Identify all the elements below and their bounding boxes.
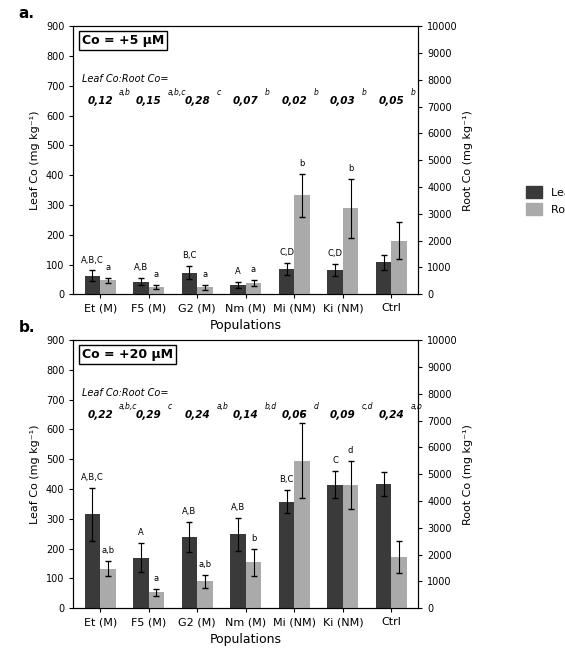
Text: A,B,C: A,B,C xyxy=(81,473,104,481)
Bar xyxy=(100,568,116,608)
Text: a: a xyxy=(105,264,111,272)
Bar xyxy=(182,273,197,294)
Text: a: a xyxy=(154,574,159,583)
Bar xyxy=(376,262,392,294)
Bar xyxy=(294,460,310,608)
Text: a,b: a,b xyxy=(119,88,131,97)
Bar xyxy=(392,241,407,294)
Bar xyxy=(376,484,392,608)
Text: a,b,c: a,b,c xyxy=(168,88,186,97)
Bar xyxy=(149,287,164,294)
X-axis label: Populations: Populations xyxy=(210,633,282,645)
Bar xyxy=(327,485,343,608)
Text: c,d: c,d xyxy=(362,402,373,411)
Text: b: b xyxy=(299,159,305,167)
Bar xyxy=(343,485,358,608)
Y-axis label: Root Co (mg kg⁻¹): Root Co (mg kg⁻¹) xyxy=(463,424,473,525)
Text: 0,06: 0,06 xyxy=(281,410,307,420)
Text: 0,03: 0,03 xyxy=(330,96,356,106)
Bar xyxy=(197,287,213,294)
Bar xyxy=(327,270,343,294)
Bar xyxy=(246,283,261,294)
Text: 0,14: 0,14 xyxy=(233,410,259,420)
Text: A,B: A,B xyxy=(134,264,148,272)
Bar xyxy=(133,558,149,608)
Text: b: b xyxy=(410,88,415,97)
Text: b: b xyxy=(251,534,257,543)
Text: a,b: a,b xyxy=(101,546,115,555)
Y-axis label: Leaf Co (mg kg⁻¹): Leaf Co (mg kg⁻¹) xyxy=(31,424,40,524)
Bar xyxy=(85,514,100,608)
Bar xyxy=(231,285,246,294)
Bar xyxy=(85,276,100,294)
Text: b,d: b,d xyxy=(265,402,277,411)
Text: 0,15: 0,15 xyxy=(136,96,162,106)
Bar xyxy=(279,502,294,608)
Bar xyxy=(182,537,197,608)
Text: 0,07: 0,07 xyxy=(233,96,259,106)
Text: b: b xyxy=(362,88,367,97)
Text: c: c xyxy=(300,408,305,417)
Text: C: C xyxy=(332,456,338,465)
Text: Leaf Co:Root Co=: Leaf Co:Root Co= xyxy=(82,75,168,84)
Bar xyxy=(231,534,246,608)
Text: b: b xyxy=(313,88,318,97)
Bar xyxy=(246,562,261,608)
Bar xyxy=(197,581,213,608)
Text: Co = +5 μM: Co = +5 μM xyxy=(82,34,164,47)
Text: a.: a. xyxy=(18,6,34,21)
Text: a: a xyxy=(251,265,256,273)
Y-axis label: Root Co (mg kg⁻¹): Root Co (mg kg⁻¹) xyxy=(463,110,473,211)
Text: 0,24: 0,24 xyxy=(184,410,210,420)
Text: A: A xyxy=(138,528,144,537)
Text: C,D: C,D xyxy=(328,249,342,258)
Text: B,C: B,C xyxy=(182,251,197,260)
Text: a: a xyxy=(202,269,207,279)
Text: b: b xyxy=(265,88,270,97)
Text: A,B,C: A,B,C xyxy=(81,256,104,265)
Text: A: A xyxy=(235,267,241,277)
Bar xyxy=(392,557,407,608)
Text: 0,22: 0,22 xyxy=(87,410,113,420)
Bar xyxy=(149,593,164,608)
Text: 0,12: 0,12 xyxy=(87,96,113,106)
Text: 0,24: 0,24 xyxy=(379,410,405,420)
Bar xyxy=(294,195,310,294)
Text: d: d xyxy=(313,402,318,411)
X-axis label: Populations: Populations xyxy=(210,319,282,332)
Text: b.: b. xyxy=(18,320,35,335)
Text: d: d xyxy=(348,446,353,455)
Text: C,D: C,D xyxy=(279,248,294,257)
Text: a,b: a,b xyxy=(410,402,422,411)
Text: A,B: A,B xyxy=(231,503,245,512)
Text: Co = +20 μM: Co = +20 μM xyxy=(82,348,173,361)
Text: Leaf Co:Root Co=: Leaf Co:Root Co= xyxy=(82,388,168,398)
Text: b: b xyxy=(348,164,353,173)
Bar xyxy=(279,269,294,294)
Text: a,b: a,b xyxy=(198,560,211,570)
Bar xyxy=(343,209,358,294)
Text: 0,02: 0,02 xyxy=(281,96,307,106)
Legend: Leaf Co, Root Co: Leaf Co, Root Co xyxy=(520,181,565,220)
Text: c: c xyxy=(168,402,172,411)
Text: A,B: A,B xyxy=(182,507,197,516)
Text: a,b: a,b xyxy=(216,402,228,411)
Text: 0,29: 0,29 xyxy=(136,410,162,420)
Text: B,C: B,C xyxy=(279,475,294,484)
Text: 0,28: 0,28 xyxy=(184,96,210,106)
Text: a,b,c: a,b,c xyxy=(119,402,138,411)
Y-axis label: Leaf Co (mg kg⁻¹): Leaf Co (mg kg⁻¹) xyxy=(31,111,40,210)
Bar xyxy=(100,281,116,294)
Text: c: c xyxy=(216,88,220,97)
Text: a: a xyxy=(154,269,159,279)
Text: 0,09: 0,09 xyxy=(330,410,356,420)
Bar xyxy=(133,282,149,294)
Text: 0,05: 0,05 xyxy=(379,96,405,106)
